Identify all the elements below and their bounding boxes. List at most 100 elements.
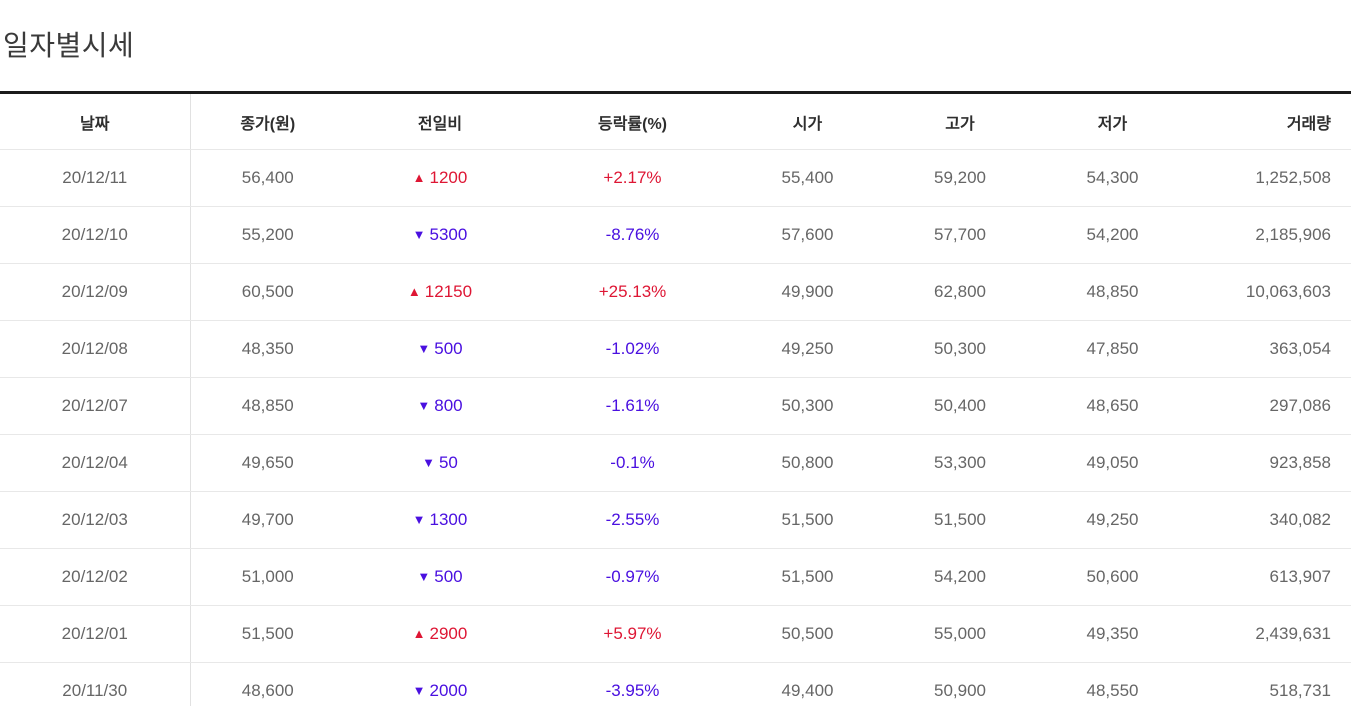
change-value: 2000 [429,681,468,701]
cell-low: 48,850 [1035,263,1190,322]
cell-close: 48,350 [190,320,345,379]
cell-open: 57,600 [730,206,885,265]
page-title: 일자별시세 [3,30,135,62]
table-row: 20/12/07 48,850 ▼ 800 -1.61% 50,300 50,40… [0,377,1351,436]
cell-change: ▼ 500 [345,548,535,607]
up-triangle-icon: ▲ [412,626,426,642]
cell-high: 50,900 [885,662,1035,706]
cell-close: 48,600 [190,662,345,706]
cell-rate: -1.02% [535,320,730,379]
cell-volume: 340,082 [1190,491,1351,550]
table-header: 날짜 종가(원) 전일비 등락률(%) 시가 고가 저가 거래량 [0,91,1351,151]
cell-low: 54,300 [1035,149,1190,208]
change-value: 500 [434,339,463,359]
change-value: 500 [434,567,463,587]
header-row: 날짜 종가(원) 전일비 등락률(%) 시가 고가 저가 거래량 [0,91,1351,151]
cell-change: ▼ 2000 [345,662,535,706]
table-row: 20/12/09 60,500 ▲ 12150 +25.13% 49,900 62… [0,263,1351,322]
cell-rate: -1.61% [535,377,730,436]
table-row: 20/12/10 55,200 ▼ 5300 -8.76% 57,600 57,7… [0,206,1351,265]
cell-high: 54,200 [885,548,1035,607]
cell-close: 49,700 [190,491,345,550]
cell-open: 49,250 [730,320,885,379]
change-value: 5300 [429,225,468,245]
cell-rate: -8.76% [535,206,730,265]
column-header-rate: 등락률(%) [535,91,730,151]
table-row: 20/12/03 49,700 ▼ 1300 -2.55% 51,500 51,5… [0,491,1351,550]
cell-high: 51,500 [885,491,1035,550]
cell-date: 20/11/30 [0,662,191,706]
cell-low: 49,350 [1035,605,1190,664]
cell-volume: 2,185,906 [1190,206,1351,265]
table-row: 20/12/08 48,350 ▼ 500 -1.02% 49,250 50,30… [0,320,1351,379]
change-value: 50 [438,453,458,473]
down-triangle-icon: ▼ [417,398,431,414]
cell-open: 49,400 [730,662,885,706]
cell-close: 60,500 [190,263,345,322]
cell-date: 20/12/10 [0,206,191,265]
cell-high: 59,200 [885,149,1035,208]
change-value: 2900 [429,624,468,644]
cell-low: 48,650 [1035,377,1190,436]
cell-rate: +2.17% [535,149,730,208]
cell-change: ▼ 800 [345,377,535,436]
change-value: 1300 [429,510,468,530]
cell-close: 56,400 [190,149,345,208]
cell-high: 62,800 [885,263,1035,322]
cell-change: ▼ 1300 [345,491,535,550]
change-value: 12150 [424,282,473,302]
cell-change: ▲ 2900 [345,605,535,664]
cell-low: 50,600 [1035,548,1190,607]
cell-open: 50,800 [730,434,885,493]
cell-change: ▼ 500 [345,320,535,379]
cell-low: 48,550 [1035,662,1190,706]
cell-volume: 2,439,631 [1190,605,1351,664]
cell-volume: 1,252,508 [1190,149,1351,208]
cell-close: 48,850 [190,377,345,436]
cell-high: 50,300 [885,320,1035,379]
cell-date: 20/12/09 [0,263,191,322]
down-triangle-icon: ▼ [412,227,426,243]
cell-close: 51,500 [190,605,345,664]
cell-change: ▲ 12150 [345,263,535,322]
up-triangle-icon: ▲ [407,284,421,300]
up-triangle-icon: ▲ [412,170,426,186]
cell-low: 49,050 [1035,434,1190,493]
cell-rate: -3.95% [535,662,730,706]
change-value: 1200 [429,168,468,188]
column-header-date: 날짜 [0,91,191,151]
cell-date: 20/12/01 [0,605,191,664]
column-header-high: 고가 [885,91,1035,151]
column-header-open: 시가 [730,91,885,151]
cell-low: 54,200 [1035,206,1190,265]
cell-low: 49,250 [1035,491,1190,550]
cell-close: 51,000 [190,548,345,607]
cell-rate: -0.97% [535,548,730,607]
column-header-volume: 거래량 [1190,91,1351,151]
cell-open: 55,400 [730,149,885,208]
cell-volume: 518,731 [1190,662,1351,706]
down-triangle-icon: ▼ [417,341,431,357]
cell-high: 55,000 [885,605,1035,664]
down-triangle-icon: ▼ [417,569,431,585]
cell-date: 20/12/04 [0,434,191,493]
cell-volume: 363,054 [1190,320,1351,379]
cell-volume: 613,907 [1190,548,1351,607]
cell-date: 20/12/02 [0,548,191,607]
cell-rate: +5.97% [535,605,730,664]
cell-low: 47,850 [1035,320,1190,379]
cell-high: 50,400 [885,377,1035,436]
cell-open: 51,500 [730,548,885,607]
cell-rate: +25.13% [535,263,730,322]
change-value: 800 [434,396,463,416]
column-header-low: 저가 [1035,91,1190,151]
cell-change: ▼ 50 [345,434,535,493]
cell-volume: 10,063,603 [1190,263,1351,322]
cell-date: 20/12/08 [0,320,191,379]
cell-date: 20/12/11 [0,149,191,208]
column-header-close: 종가(원) [190,91,345,151]
cell-open: 50,300 [730,377,885,436]
table-row: 20/12/04 49,650 ▼ 50 -0.1% 50,800 53,300 … [0,434,1351,493]
column-header-change: 전일비 [345,91,535,151]
cell-close: 49,650 [190,434,345,493]
